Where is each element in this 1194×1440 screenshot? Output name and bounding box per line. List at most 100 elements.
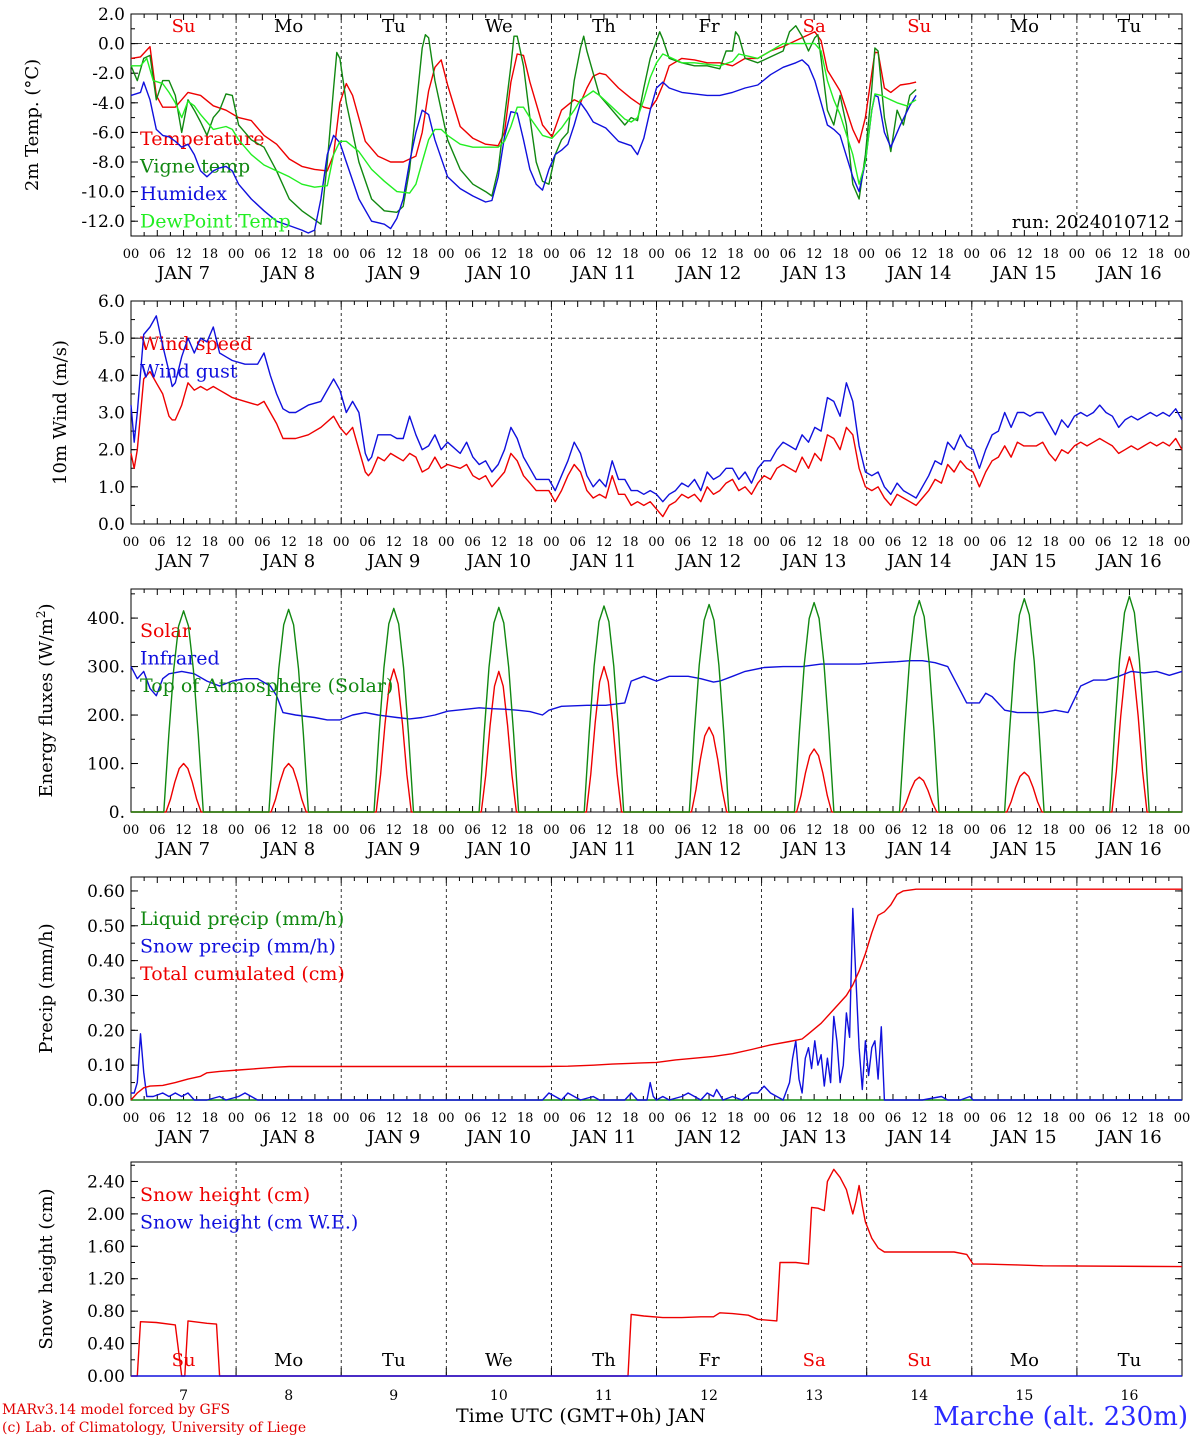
hour-tick-label: 00 [858,1111,875,1126]
hour-tick-label: 12 [806,823,823,838]
hour-tick-label: 06 [990,1111,1007,1126]
hour-tick-label: 12 [911,535,928,550]
hour-tick-label: 06 [359,823,376,838]
run-label: run: 2024010712 [1012,212,1170,233]
date-label: JAN 9 [365,263,420,284]
hour-tick-label: 06 [569,1111,586,1126]
hour-tick-label: 12 [596,823,613,838]
hour-tick-label: 06 [885,1111,902,1126]
hour-tick-label: 06 [359,1111,376,1126]
station-title: Marche (alt. 230m) [933,1402,1188,1432]
hour-tick-label: 18 [517,823,534,838]
hour-tick-label: 00 [1069,823,1086,838]
y-tick-label: 5.0 [98,329,125,349]
weekday-label: Su [172,16,196,37]
y-tick-label: -4.0 [92,94,125,114]
hour-tick-label: 06 [885,823,902,838]
hour-tick-label: 12 [1016,247,1033,262]
series-line-top-of-atmosphere-solar [131,595,1182,813]
hour-tick-label: 00 [648,1111,665,1126]
date-label: JAN 12 [675,1127,742,1148]
hour-tick-label: 12 [175,247,192,262]
legend-entry: Vigne temp [139,156,250,178]
hour-tick-label: 06 [359,535,376,550]
hour-tick-label: 06 [675,247,692,262]
hour-tick-label: 06 [569,535,586,550]
hour-tick-label: 18 [202,247,219,262]
hour-tick-label: 06 [990,535,1007,550]
x-axis-title: Time UTC (GMT+0h) JAN [456,1405,706,1427]
series-line-wind-speed [130,370,1183,518]
hour-tick-label: 00 [333,823,350,838]
hour-tick-label: 00 [1174,1111,1191,1126]
day-number-label: 8 [284,1388,293,1404]
date-label: JAN 10 [465,839,532,860]
hour-tick-label: 06 [149,1111,166,1126]
hour-tick-label: 12 [911,823,928,838]
hour-tick-label: 18 [1042,247,1059,262]
date-label: JAN 15 [990,1127,1057,1148]
hour-tick-label: 12 [385,535,402,550]
date-label: JAN 12 [675,551,742,572]
date-label: JAN 11 [570,551,637,572]
y-tick-label: 300. [87,658,125,678]
legend-entry: Humidex [140,183,227,205]
date-label: JAN 8 [260,551,315,572]
hour-tick-label: 18 [307,247,324,262]
hour-tick-label: 12 [175,1111,192,1126]
hour-tick-label: 18 [1147,1111,1164,1126]
series-line-snow-height-cm [131,1168,1183,1377]
hour-tick-label: 06 [885,247,902,262]
hour-tick-label: 00 [648,823,665,838]
date-label: JAN 8 [260,263,315,284]
hour-tick-label: 06 [1095,535,1112,550]
hour-tick-label: 06 [254,247,271,262]
series-line-vigne-temp [130,25,917,225]
hour-tick-label: 18 [307,1111,324,1126]
hour-tick-label: 18 [202,823,219,838]
y-axis-label: 10m Wind (m/s) [50,340,71,485]
date-label: JAN 13 [780,1127,847,1148]
y-tick-label: 1.60 [87,1237,125,1257]
hour-tick-label: 18 [412,823,429,838]
hour-tick-label: 18 [1042,535,1059,550]
y-tick-label: 2.0 [98,441,125,461]
hour-tick-label: 18 [202,535,219,550]
weekday-label: Su [172,1350,196,1371]
hour-tick-label: 00 [648,247,665,262]
hour-tick-label: 06 [569,247,586,262]
legend-entry: Liquid precip (mm/h) [140,908,344,930]
y-tick-label: 0.00 [87,1367,125,1387]
hour-tick-label: 06 [675,535,692,550]
hour-tick-label: 18 [517,247,534,262]
hour-tick-label: 00 [964,535,981,550]
y-tick-label: 2.0 [98,5,125,25]
y-tick-label: 0.0 [98,515,125,535]
day-number-label: 10 [490,1388,508,1404]
hour-tick-label: 06 [149,535,166,550]
weekday-label: Su [907,1350,931,1371]
weekday-label: Tu [1118,16,1142,37]
y-tick-label: 0.40 [87,1335,125,1355]
series-line-humidex [130,59,917,234]
hour-tick-label: 00 [333,247,350,262]
hour-tick-label: 06 [675,1111,692,1126]
hour-tick-label: 00 [753,247,770,262]
day-number-label: 13 [805,1388,823,1404]
y-tick-label: 4.0 [98,366,125,386]
hour-tick-label: 00 [228,535,245,550]
legend-entry: Snow precip (mm/h) [140,936,336,958]
credit-line-1: MARv3.14 model forced by GFS [2,1402,231,1418]
hour-tick-label: 00 [753,823,770,838]
legend-entry: Solar [140,620,192,642]
hour-tick-label: 18 [517,535,534,550]
weekday-label: Sa [803,1350,826,1371]
hour-tick-label: 12 [1016,535,1033,550]
hour-tick-label: 12 [280,823,297,838]
hour-tick-label: 12 [175,823,192,838]
y-tick-label: 400. [87,609,125,629]
day-number-label: 15 [1015,1388,1033,1404]
date-label: JAN 7 [155,839,210,860]
weekday-label: Mo [1010,16,1039,37]
hour-tick-label: 12 [701,247,718,262]
